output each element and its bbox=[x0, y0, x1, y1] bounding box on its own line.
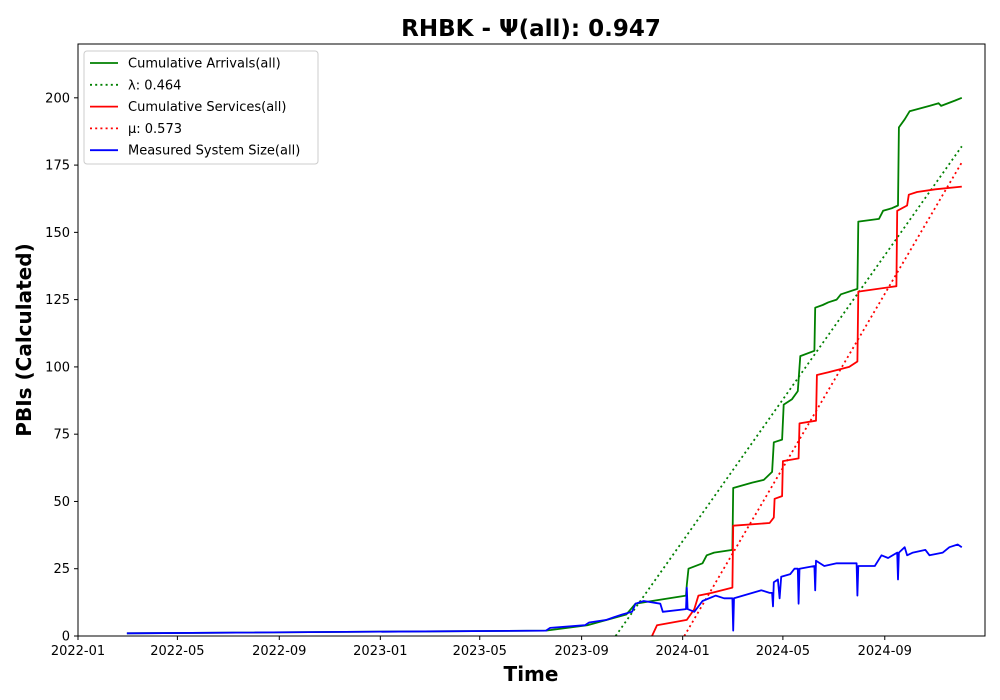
x-tick-label-1: 2022-05 bbox=[150, 644, 204, 659]
x-axis-label: Time bbox=[504, 662, 559, 686]
legend-label-3: μ: 0.573 bbox=[128, 122, 182, 137]
legend-label-2: Cumulative Services(all) bbox=[128, 100, 286, 115]
y-axis-label: PBIs (Calculated) bbox=[12, 243, 36, 436]
legend-label-4: Measured System Size(all) bbox=[128, 144, 300, 159]
legend-label-0: Cumulative Arrivals(all) bbox=[128, 57, 281, 72]
legend-label-1: λ: 0.464 bbox=[128, 78, 181, 93]
y-tick-label-3: 75 bbox=[53, 428, 70, 443]
x-axis: 2022-01 2022-05 2022-09 2023-01 2023-05 2023-… bbox=[51, 636, 912, 659]
y-tick-label-8: 200 bbox=[45, 91, 70, 106]
x-tick-label-3: 2023-01 bbox=[353, 644, 407, 659]
plot-area bbox=[126, 96, 963, 637]
y-axis: 0 25 50 75 100 125 150 175 200 bbox=[45, 91, 78, 645]
series-line-1 bbox=[614, 145, 963, 637]
legend: Cumulative Arrivals(all) λ: 0.464 Cumulati… bbox=[83, 50, 319, 165]
x-tick-label-0: 2022-01 bbox=[51, 644, 105, 659]
legend-box bbox=[83, 50, 319, 165]
chart-title: RHBK - Ψ(all): 0.947 bbox=[401, 16, 661, 42]
x-tick-label-4: 2023-05 bbox=[453, 644, 507, 659]
plot-frame bbox=[77, 43, 986, 637]
series-line-4 bbox=[126, 543, 963, 635]
y-tick-label-5: 125 bbox=[45, 293, 70, 308]
y-tick-label-2: 50 bbox=[53, 495, 70, 510]
x-tick-label-7: 2024-05 bbox=[756, 644, 810, 659]
y-tick-label-6: 150 bbox=[45, 226, 70, 241]
x-tick-label-8: 2024-09 bbox=[858, 644, 912, 659]
y-tick-label-7: 175 bbox=[45, 159, 70, 174]
x-tick-label-2: 2022-09 bbox=[252, 644, 306, 659]
x-tick-label-5: 2023-09 bbox=[554, 644, 608, 659]
series-line-0 bbox=[126, 96, 963, 635]
y-tick-label-1: 25 bbox=[53, 562, 70, 577]
series-line-2 bbox=[651, 185, 962, 637]
y-tick-label-4: 100 bbox=[45, 360, 70, 375]
y-tick-label-0: 0 bbox=[62, 630, 70, 645]
x-tick-label-6: 2024-01 bbox=[656, 644, 710, 659]
